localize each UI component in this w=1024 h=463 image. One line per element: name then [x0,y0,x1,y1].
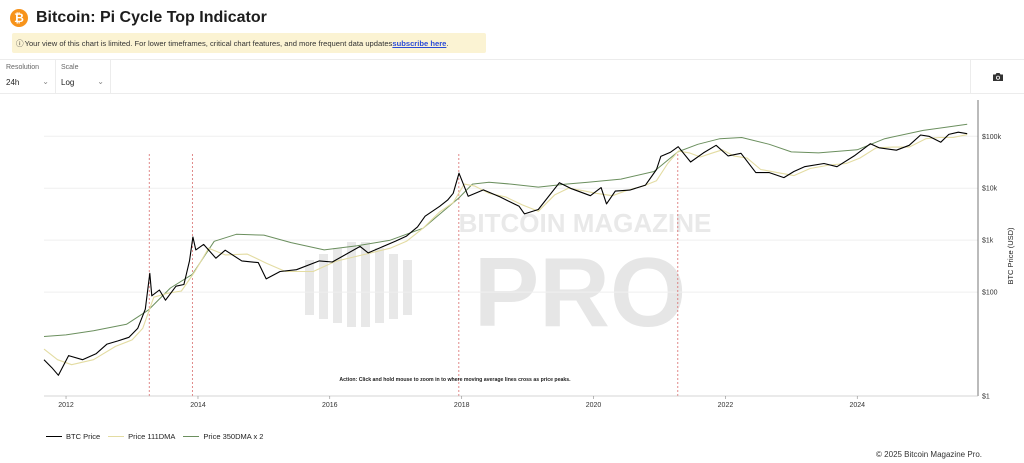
page-header: ₿ Bitcoin: Pi Cycle Top Indicator [10,7,267,29]
copyright-text: © 2025 Bitcoin Magazine Pro. [876,450,982,459]
legend-item-350dma[interactable]: Price 350DMA x 2 [183,432,263,441]
dma111-line [43,134,968,366]
y-tick-label: $1k [982,238,994,245]
legend-swatch [46,435,62,437]
chart-annotation: Action: Click and hold mouse to zoom in … [339,377,571,383]
x-tick-label: 2016 [322,402,338,409]
watermark-text: BITCOIN MAGAZINE [459,208,712,238]
watermark-bar [305,260,314,315]
resolution-value[interactable]: 24h [6,78,20,87]
y-tick-label: $100 [982,290,998,297]
watermark-bar [389,254,398,319]
legend-item-111dma[interactable]: Price 111DMA [108,432,175,441]
screenshot-button[interactable] [970,60,1024,93]
chart-series [43,123,968,376]
watermark-bar [403,260,412,315]
chart-controls: Resolution 24h ⌄ Scale Log ⌄ [0,59,1024,94]
resolution-label: Resolution [6,64,40,71]
notice-suffix: . [446,38,449,48]
legend-label: BTC Price [66,431,101,441]
bitcoin-logo-icon: ₿ [10,9,28,27]
scale-label: Scale [61,64,79,71]
info-icon: ⓘ [16,38,24,48]
legend-item-btc-price[interactable]: BTC Price [46,432,100,441]
watermark-bar [319,254,328,319]
x-tick-label: 2022 [718,402,734,409]
y-axis-label: BTC Price (USD) [1006,227,1015,285]
limited-view-notice: ⓘ Your view of this chart is limited. Fo… [12,33,486,53]
y-tick-label: $100k [982,134,1002,141]
camera-icon[interactable] [992,72,1004,82]
chevron-down-icon[interactable]: ⌄ [97,77,104,86]
page-title: Bitcoin: Pi Cycle Top Indicator [36,9,267,26]
scale-value[interactable]: Log [61,78,75,87]
x-tick-label: 2020 [586,402,602,409]
x-tick-label: 2024 [849,402,865,409]
x-tick-label: 2014 [190,402,206,409]
watermark-bar [333,248,342,323]
legend-label: Price 350DMA x 2 [203,431,264,441]
chart-legend: BTC Price Price 111DMA Price 350DMA x 2 [46,430,271,442]
legend-swatch [108,435,125,437]
chevron-down-icon[interactable]: ⌄ [42,77,49,86]
scale-select[interactable]: Scale Log ⌄ [55,60,111,93]
resolution-select[interactable]: Resolution 24h ⌄ [0,60,56,93]
subscribe-link[interactable]: subscribe here [392,38,447,48]
x-tick-label: 2018 [454,402,470,409]
legend-swatch [183,435,200,437]
y-tick-label: $1 [982,394,990,401]
watermark-bar [361,242,370,327]
chart-axes: $1 $100 $1k $10k $100k 2012 2014 2016 2018 2020 20… [44,100,1002,409]
y-tick-label: $10k [982,186,998,193]
x-tick-label: 2012 [58,402,74,409]
watermark-bar [375,248,384,323]
notice-text: Your view of this chart is limited. For … [24,38,393,48]
legend-label: Price 111DMA [128,431,176,441]
watermark-bar [347,242,356,327]
btc-price-line [43,131,968,376]
